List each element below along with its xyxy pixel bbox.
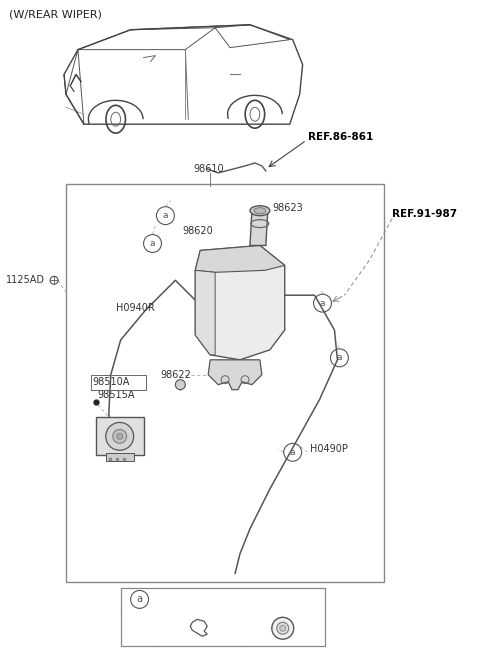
Bar xyxy=(66,184,384,581)
Text: 98623: 98623 xyxy=(273,203,303,213)
Text: (W/REAR WIPER): (W/REAR WIPER) xyxy=(9,10,102,20)
Bar xyxy=(96,417,144,455)
Circle shape xyxy=(106,422,133,450)
Text: a: a xyxy=(336,353,342,362)
Text: REF.86-861: REF.86-861 xyxy=(308,132,373,142)
Circle shape xyxy=(113,430,127,443)
Circle shape xyxy=(277,622,288,634)
Circle shape xyxy=(117,434,123,440)
Text: 98622: 98622 xyxy=(160,370,192,380)
Text: a: a xyxy=(150,239,155,248)
Polygon shape xyxy=(250,211,268,246)
Circle shape xyxy=(175,380,185,390)
Bar xyxy=(120,589,324,646)
Text: 1125AD: 1125AD xyxy=(6,275,45,285)
Bar xyxy=(106,453,133,461)
Polygon shape xyxy=(195,246,285,360)
Text: REF.91-987: REF.91-987 xyxy=(392,209,457,219)
Text: 81199: 81199 xyxy=(183,595,216,604)
Circle shape xyxy=(280,625,286,631)
Text: H0940R: H0940R xyxy=(116,303,155,313)
Text: 1731JB: 1731JB xyxy=(264,595,301,604)
Text: 98620: 98620 xyxy=(182,225,213,236)
Text: 98515A: 98515A xyxy=(98,390,135,399)
Text: H0490P: H0490P xyxy=(310,444,348,454)
Text: 98510A: 98510A xyxy=(93,376,130,387)
Text: 98610: 98610 xyxy=(193,164,224,174)
Polygon shape xyxy=(195,270,215,355)
Text: a: a xyxy=(137,595,143,604)
Polygon shape xyxy=(195,246,285,273)
Polygon shape xyxy=(208,360,262,390)
Ellipse shape xyxy=(254,208,266,214)
Text: a: a xyxy=(163,211,168,220)
Text: a: a xyxy=(320,299,325,307)
Ellipse shape xyxy=(250,206,270,215)
Circle shape xyxy=(272,618,294,639)
Bar xyxy=(91,374,145,390)
Text: a: a xyxy=(290,448,296,457)
